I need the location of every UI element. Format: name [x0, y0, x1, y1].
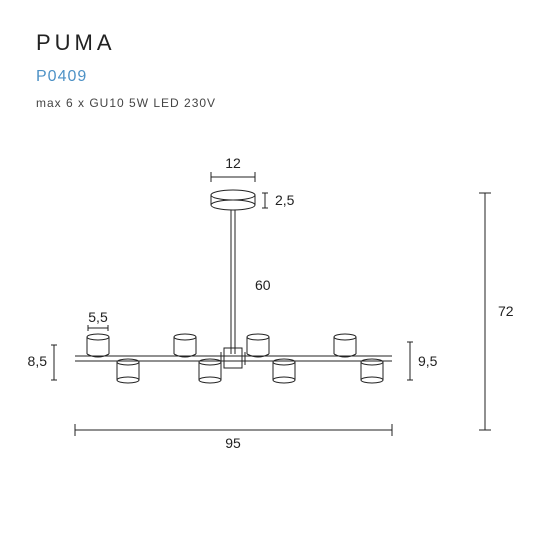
dim-total-width: 95 — [225, 435, 241, 451]
dim-right-tick: 9,5 — [418, 353, 438, 369]
dim-total-height: 72 — [498, 303, 514, 319]
technical-drawing: 12 2,5 60 5,5 8,5 — [0, 0, 550, 550]
dim-rod-length: 60 — [255, 277, 271, 293]
dim-bulb-dia: 5,5 — [88, 309, 108, 325]
dim-left-tick: 8,5 — [28, 353, 48, 369]
dim-canopy-height: 2,5 — [275, 192, 295, 208]
dim-canopy-width: 12 — [225, 155, 241, 171]
